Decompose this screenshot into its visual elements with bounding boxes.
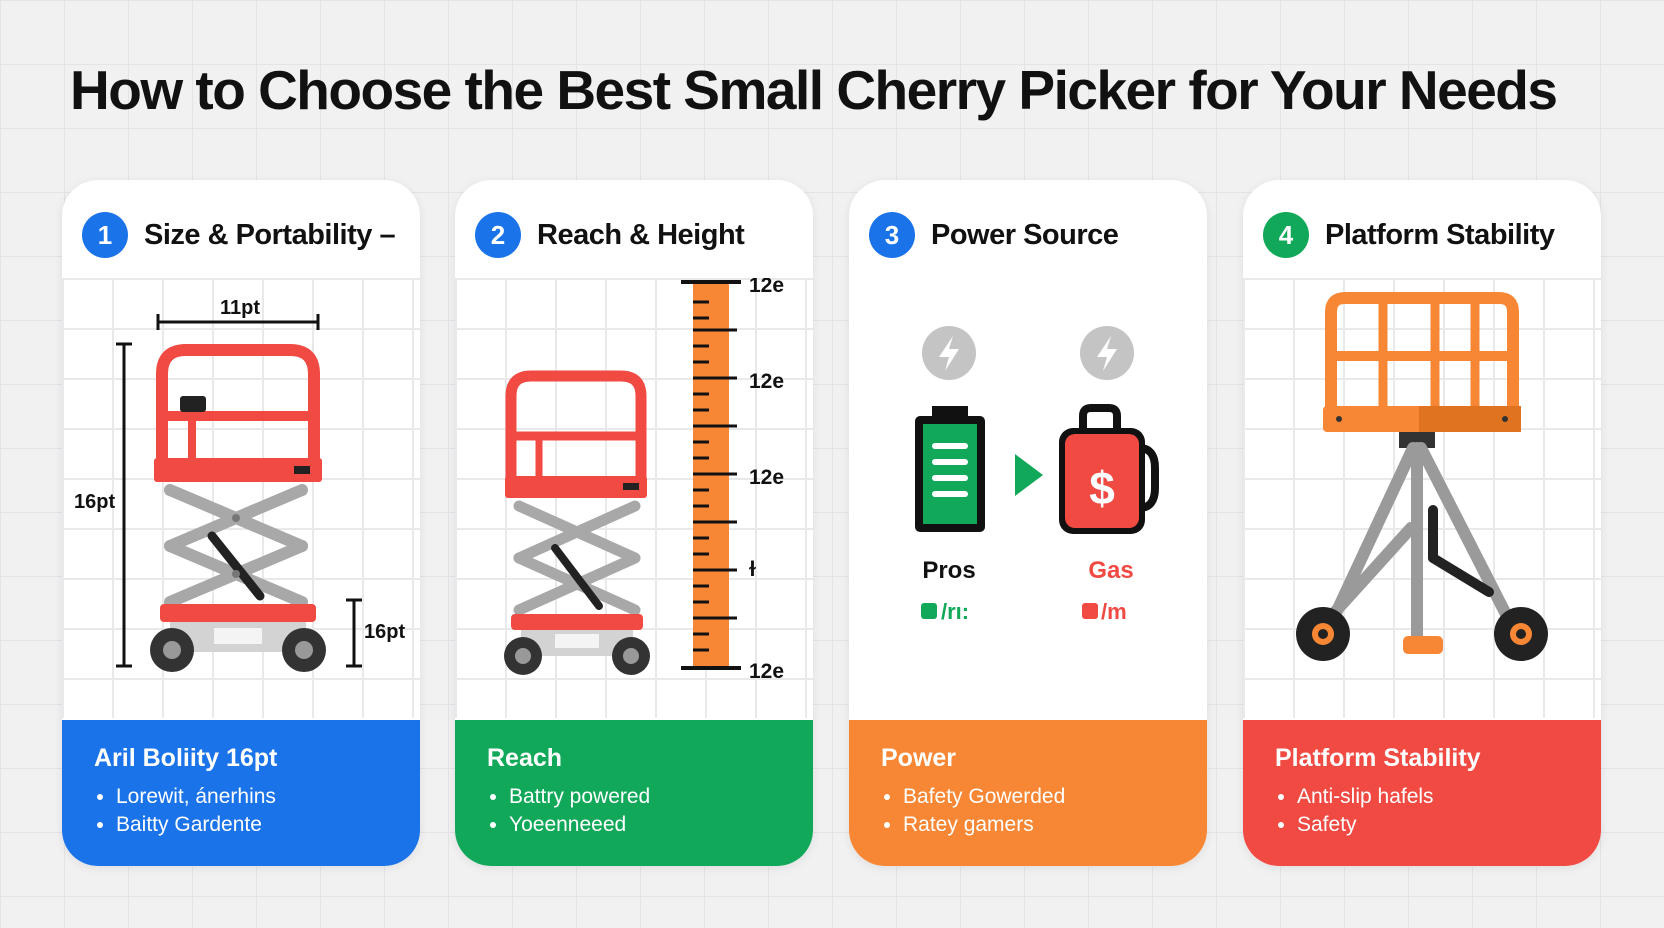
illustration-power: $ Pros /rı: Gas /m — [849, 278, 1207, 718]
list-item: Baitty Gardente — [116, 811, 388, 839]
dimension-label-left: 16pt — [74, 491, 115, 513]
gas-label: Gas — [1088, 557, 1133, 584]
ruler-label: 12e — [749, 660, 784, 683]
card-heading: Power Source — [931, 218, 1119, 251]
list-item: Anti-slip hafels — [1297, 783, 1569, 811]
gas-can-icon: $ — [1059, 404, 1159, 534]
feature-list: Lorewit, ánerhins Baitty Gardente — [94, 783, 388, 839]
card-footer: Platform Stability Anti-slip hafels Safe… — [1243, 720, 1601, 866]
power-comparison: $ Pros /rı: Gas /m — [915, 326, 1159, 624]
step-number-badge: 2 — [475, 212, 521, 258]
lightning-icon — [922, 326, 976, 380]
card-header: 3 Power Source — [869, 210, 1197, 260]
card-size-portability: 1 Size & Portability – 11pt 16pt 16pt — [62, 180, 420, 866]
ruler-label: ɫ — [749, 558, 756, 581]
card-heading: Reach & Height — [537, 218, 745, 251]
card-footer: Power Bafety Gowerded Ratey gamers — [849, 720, 1207, 866]
list-item: Safety — [1297, 811, 1569, 839]
list-item: Battry powered — [509, 783, 781, 811]
card-footer: Aril Boliity 16pt Lorewit, ánerhins Bait… — [62, 720, 420, 866]
card-header: 2 Reach & Height — [475, 210, 803, 260]
dimension-label-right: 16pt — [364, 621, 405, 643]
step-number-badge: 4 — [1263, 212, 1309, 258]
step-number-badge: 3 — [869, 212, 915, 258]
page-title: How to Choose the Best Small Cherry Pick… — [70, 59, 1558, 121]
card-reach-height: 2 Reach & Height — [455, 180, 813, 866]
card-platform-stability: 4 Platform Stability — [1243, 180, 1601, 866]
svg-text:$: $ — [1089, 462, 1115, 514]
footer-title: Power — [881, 744, 957, 772]
footer-title: Platform Stability — [1275, 744, 1481, 772]
feature-list: Battry powered Yoeenneeed — [487, 783, 781, 839]
dimension-label-top: 11pt — [220, 297, 260, 319]
card-heading: Platform Stability — [1325, 218, 1555, 251]
lightning-icon — [1080, 326, 1134, 380]
arrow-right-icon — [1015, 454, 1043, 496]
list-item: Bafety Gowerded — [903, 783, 1175, 811]
illustration-size: 11pt 16pt 16pt — [62, 278, 420, 718]
feature-list: Bafety Gowerded Ratey gamers — [881, 783, 1175, 839]
scissor-lift-icon: 12e 12e 12e ɫ 12e — [504, 278, 784, 683]
card-header: 1 Size & Portability – — [82, 210, 410, 260]
platform-icon — [1296, 292, 1548, 661]
card-power-source: 3 Power Source — [849, 180, 1207, 866]
card-footer: Reach Battry powered Yoeenneeed — [455, 720, 813, 866]
list-item: Yoeenneeed — [509, 811, 781, 839]
list-item: Lorewit, ánerhins — [116, 783, 388, 811]
pros-sublabel: /rı: — [941, 599, 969, 624]
list-item: Ratey gamers — [903, 811, 1175, 839]
pros-label: Pros — [922, 557, 975, 584]
illustration-reach: 12e 12e 12e ɫ 12e — [455, 278, 813, 718]
illustration-platform — [1243, 278, 1601, 718]
ruler-label: 12e — [749, 370, 784, 393]
ruler-label: 12e — [749, 466, 784, 489]
footer-title: Aril Boliity 16pt — [94, 744, 278, 772]
footer-title: Reach — [487, 744, 563, 772]
gas-sublabel: /m — [1101, 599, 1127, 624]
scissor-lift-icon: 11pt 16pt 16pt — [74, 297, 405, 672]
card-header: 4 Platform Stability — [1263, 210, 1591, 260]
ruler-label: 12e — [749, 278, 784, 297]
battery-icon — [915, 406, 985, 532]
feature-list: Anti-slip hafels Safety — [1275, 783, 1569, 839]
card-heading: Size & Portability – — [144, 218, 396, 251]
step-number-badge: 1 — [82, 212, 128, 258]
